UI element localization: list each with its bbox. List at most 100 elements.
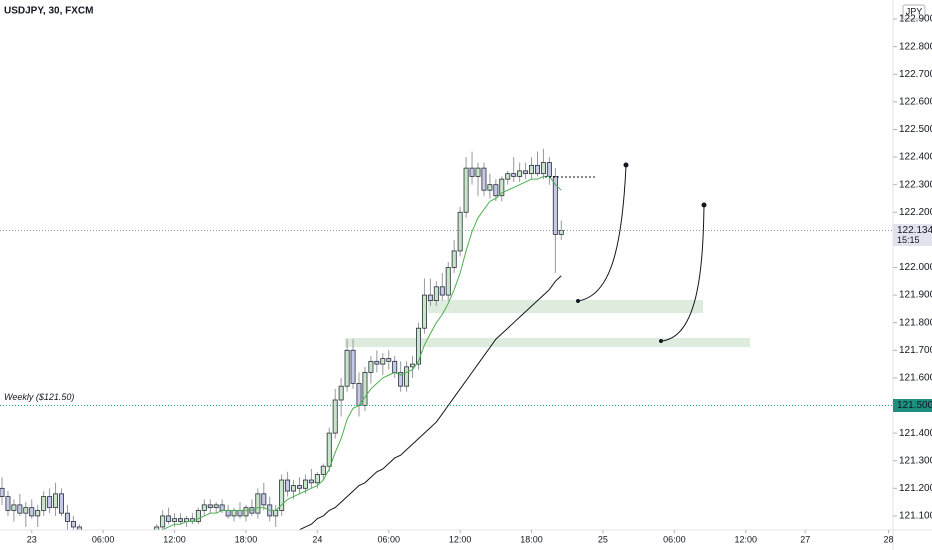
x-tick-label: 23: [27, 534, 37, 544]
price-label: 121.500: [897, 400, 932, 411]
candle-body: [475, 167, 481, 177]
x-tick-label: 18:00: [235, 534, 258, 544]
candle-body: [374, 360, 380, 365]
candle-body: [76, 526, 82, 530]
level-name: Weekly ($121.50): [4, 392, 74, 402]
y-tick-label: 122.900: [899, 14, 932, 25]
x-tick-label: 12:00: [163, 534, 186, 544]
candle-body: [279, 479, 285, 511]
candle-body: [332, 399, 338, 434]
projection-arrow: [660, 205, 705, 342]
candle-body: [137, 538, 141, 544]
candle-body: [308, 479, 314, 484]
candle-body: [356, 383, 362, 406]
plot-area: [0, 148, 750, 550]
y-tick-label: 121.200: [899, 483, 932, 494]
currency-box: [902, 4, 926, 20]
candle-body: [59, 493, 64, 514]
candle-body: [166, 515, 172, 522]
zone: [428, 300, 703, 313]
y-tick-label: 122.800: [899, 41, 932, 52]
candle-body: [386, 358, 392, 362]
candle-body: [540, 162, 546, 175]
zone: [345, 338, 750, 347]
candle-body: [143, 535, 147, 538]
candle-body: [11, 504, 17, 511]
candle-body: [53, 493, 59, 509]
candle-body: [70, 521, 76, 528]
candle-body: [231, 510, 237, 517]
candle-body: [320, 465, 326, 475]
candle-body: [47, 496, 53, 509]
candle-body: [119, 544, 123, 547]
candle-body: [493, 184, 499, 197]
candle-body: [535, 164, 540, 175]
candle-body: [219, 504, 225, 511]
x-tick-label: 24: [312, 534, 322, 544]
candle-body: [511, 173, 517, 177]
candle-body: [131, 538, 135, 544]
candle-body: [314, 474, 320, 484]
price-label: 122.134: [897, 225, 932, 236]
projection-arrow: [577, 165, 627, 302]
candle-body: [29, 507, 35, 517]
x-tick-label: 06:00: [377, 534, 400, 544]
candle-body: [213, 504, 219, 509]
candle-body: [23, 507, 29, 514]
candle-body: [172, 518, 178, 522]
candle-body: [160, 515, 166, 528]
candle-body: [195, 510, 201, 522]
candle-body: [505, 173, 511, 180]
candle-body: [338, 385, 344, 401]
y-tick-label: 122.000: [899, 262, 932, 273]
candle-body: [451, 250, 457, 268]
anchor: [576, 299, 580, 303]
candle-body: [64, 512, 70, 522]
candle-body: [17, 504, 23, 514]
y-tick-label: 122.200: [899, 207, 932, 218]
y-tick-label: 121.900: [899, 290, 932, 301]
x-tick-label: 27: [800, 534, 810, 544]
candle-body: [445, 267, 451, 296]
candle-body: [380, 358, 386, 365]
candle-body: [463, 167, 469, 213]
y-tick-label: 122.500: [899, 124, 932, 135]
candle-body: [201, 504, 207, 511]
candle-body: [237, 510, 243, 517]
candle-body: [35, 510, 41, 517]
candle-body: [285, 479, 291, 492]
x-tick-label: 28: [884, 534, 894, 544]
moving-average: [162, 175, 562, 530]
arrow-head: [701, 202, 707, 208]
y-tick-label: 122.600: [899, 97, 932, 108]
y-tick-label: 121.600: [899, 373, 932, 384]
candle-body: [5, 496, 11, 511]
arrow-head: [623, 162, 629, 168]
candle-body: [178, 518, 183, 522]
y-tick-label: 121.700: [899, 345, 932, 356]
candle-body: [207, 504, 213, 509]
candle-body: [469, 167, 475, 177]
price-label-box: [893, 399, 932, 413]
candle-body: [457, 211, 463, 252]
candle-body: [529, 164, 535, 175]
candle-body: [255, 493, 261, 514]
candle-body: [427, 294, 433, 302]
candle-body: [416, 327, 421, 365]
candle-body: [350, 349, 356, 384]
candle-body: [552, 175, 558, 235]
candle-body: [113, 546, 117, 550]
candle-body: [368, 360, 374, 373]
y-tick-label: 122.400: [899, 152, 932, 163]
candle-body: [41, 496, 47, 511]
candle-body: [523, 170, 529, 175]
chart-title: USDJPY, 30, FXCM: [4, 6, 93, 17]
candle-body: [499, 178, 505, 197]
x-tick-label: 25: [598, 534, 608, 544]
y-tick-label: 121.100: [899, 511, 932, 522]
drawings: [545, 162, 707, 343]
candle-body: [517, 170, 523, 177]
y-tick-label: 122.300: [899, 179, 932, 190]
candle-body: [392, 360, 398, 373]
